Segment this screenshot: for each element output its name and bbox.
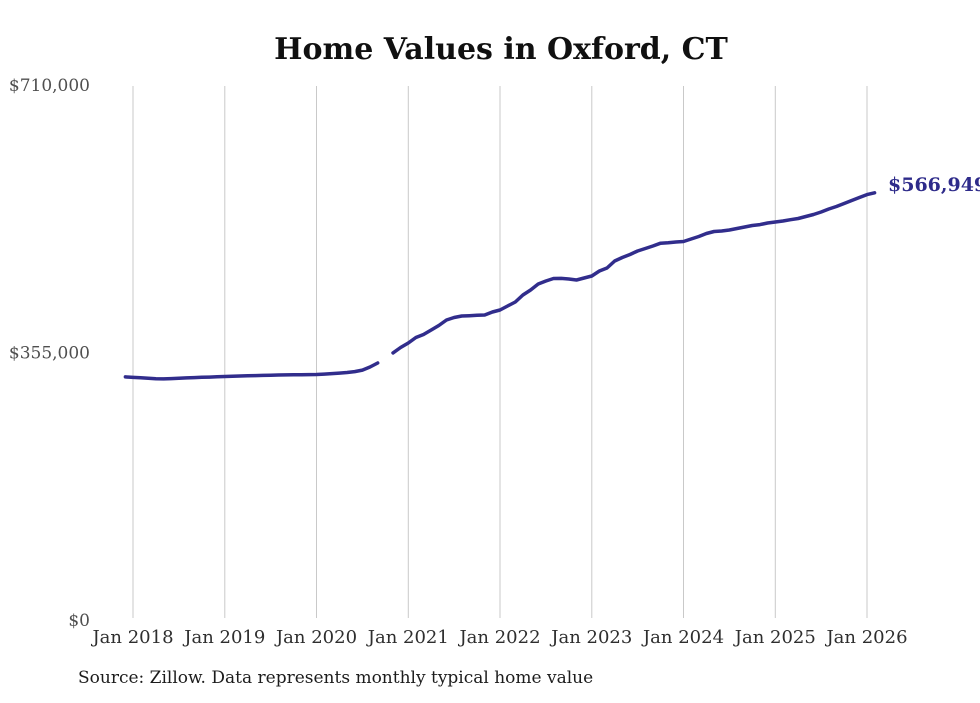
- x-tick-label: Jan 2025: [733, 627, 816, 648]
- y-tick-label: $710,000: [9, 76, 90, 96]
- x-tick-label: Jan 2018: [90, 627, 173, 648]
- chart-title: Home Values in Oxford, CT: [274, 32, 728, 67]
- x-tick-label: Jan 2019: [182, 627, 265, 648]
- x-tick-label: Jan 2024: [641, 627, 724, 648]
- x-tick-label: Jan 2022: [457, 627, 540, 648]
- x-tick-label: Jan 2026: [824, 627, 907, 648]
- x-axis-tick-labels: Jan 2018 Jan 2019 Jan 2020 Jan 2021 Jan 2022…: [90, 627, 907, 648]
- x-tick-label: Jan 2021: [366, 627, 449, 648]
- home-value-line-series: [123, 191, 877, 381]
- gridlines: [132, 86, 868, 618]
- y-axis-tick-labels: $710,000 $355,000 $0: [9, 76, 90, 631]
- x-tick-label: Jan 2020: [274, 627, 357, 648]
- latest-value-label: $566,949: [888, 174, 980, 196]
- x-tick-label: Jan 2023: [549, 627, 632, 648]
- source-note: Source: Zillow. Data represents monthly …: [78, 668, 593, 688]
- y-tick-label: $355,000: [9, 343, 90, 363]
- home-value-line-segment: [391, 191, 877, 355]
- home-value-line-segment: [123, 361, 380, 381]
- y-tick-label: $0: [68, 611, 90, 631]
